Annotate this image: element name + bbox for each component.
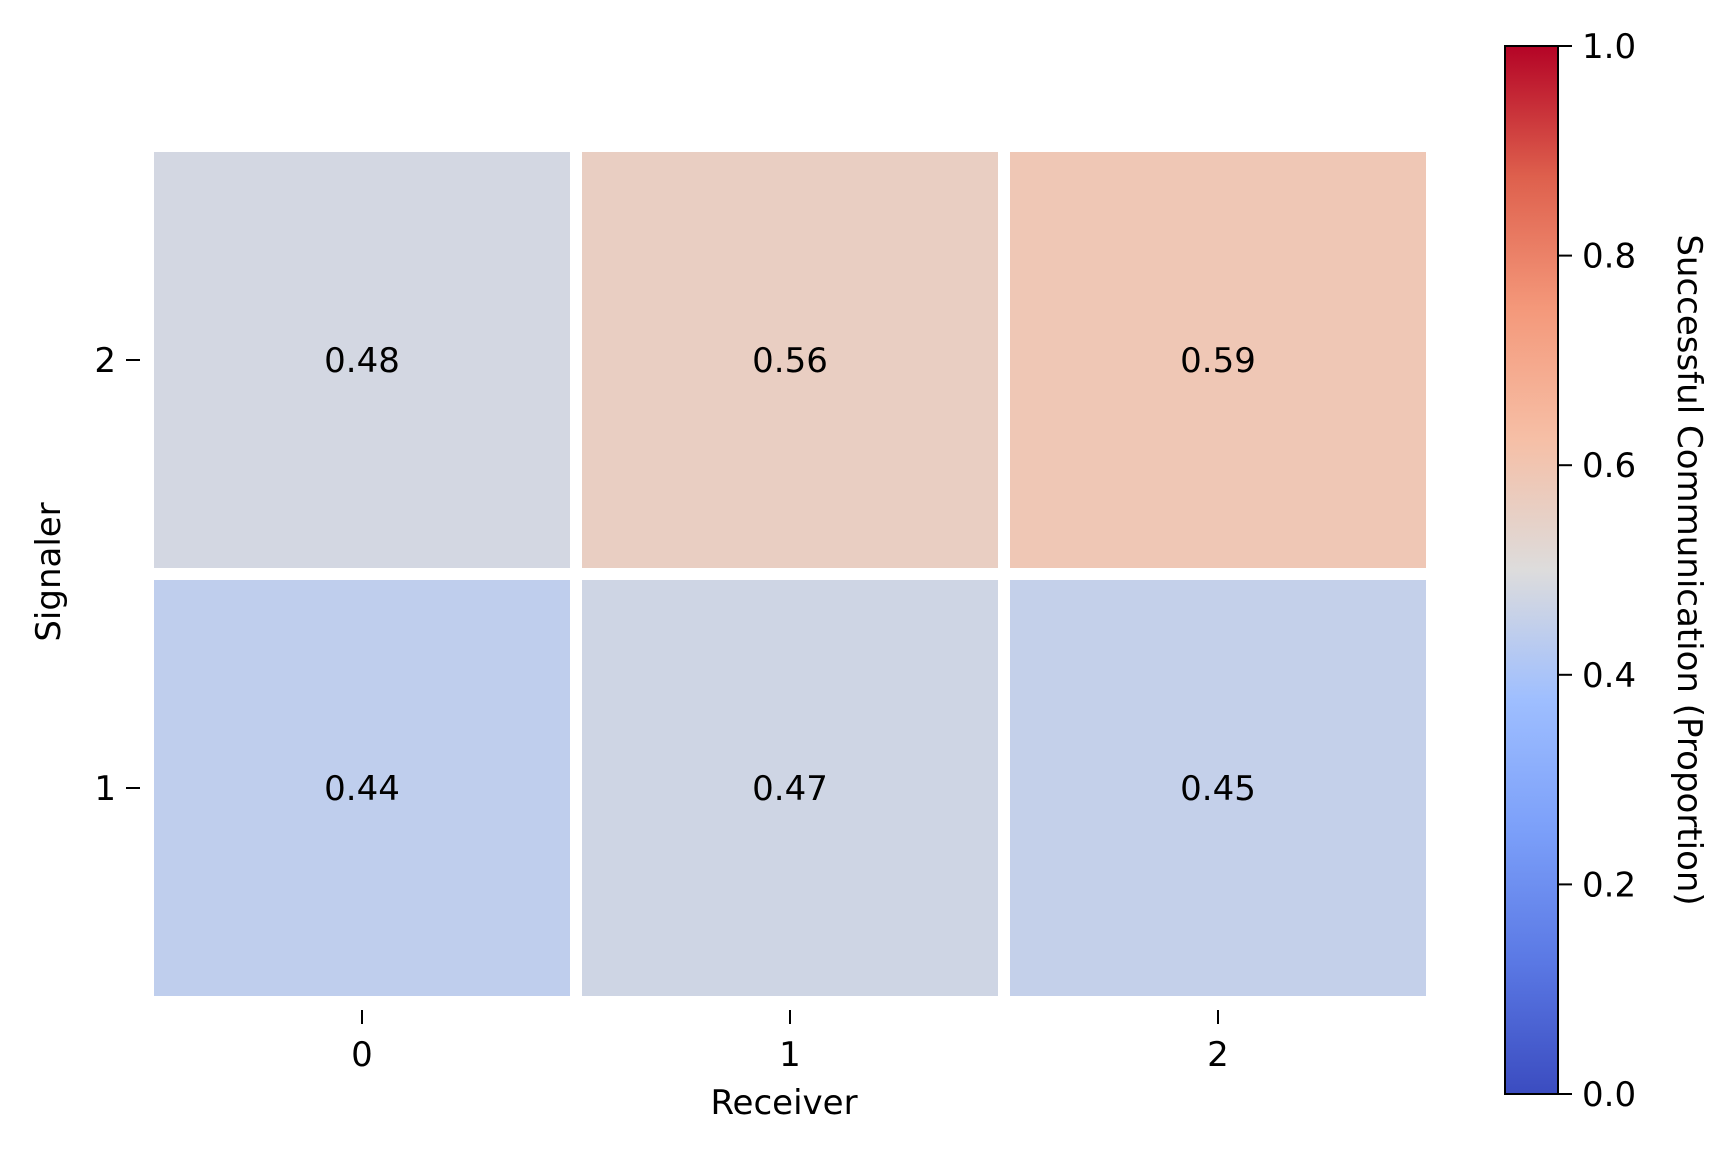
x-axis-label: Receiver <box>710 1083 857 1123</box>
colorbar-tick-label-4: 0.8 <box>1582 237 1636 277</box>
heatmap-cells <box>142 140 1438 1008</box>
y-tick-label-1: 1 <box>94 769 116 809</box>
y-tick-label-0: 2 <box>94 341 116 381</box>
x-tick-label-2: 2 <box>1207 1035 1229 1075</box>
cell-value-label-r1-c0: 0.44 <box>324 769 400 809</box>
cell-value-label-r1-c2: 0.45 <box>1180 769 1256 809</box>
x-axis-ticks: 0 1 2 <box>351 1010 1229 1075</box>
cell-value-label-r0-c1: 0.56 <box>752 341 828 381</box>
y-axis-label: Signaler <box>29 502 69 641</box>
y-axis-ticks: 21 <box>94 341 140 809</box>
colorbar-tick-label-5: 1.0 <box>1582 27 1636 67</box>
colorbar: 0.0 0.2 0.4 0.6 0.8 1.0 Successful Communicat… <box>1504 27 1709 1115</box>
colorbar-gradient <box>1504 45 1559 1095</box>
colorbar-label: Successful Communication (Proportion) <box>1669 234 1709 905</box>
colorbar-tick-label-2: 0.4 <box>1582 656 1636 696</box>
colorbar-ticks: 0.0 0.2 0.4 0.6 0.8 1.0 <box>1558 27 1636 1115</box>
colorbar-tick-label-3: 0.6 <box>1582 446 1636 486</box>
colorbar-tick-label-1: 0.2 <box>1582 865 1636 905</box>
cell-value-label-r0-c0: 0.48 <box>324 341 400 381</box>
heatmap-cell-r0-c1 <box>570 140 1010 580</box>
colorbar-tick-label-0: 0.0 <box>1582 1075 1636 1115</box>
x-tick-label-1: 1 <box>779 1035 801 1075</box>
heatmap-cell-r1-c2 <box>998 568 1438 1008</box>
cell-value-label-r1-c1: 0.47 <box>752 769 828 809</box>
heatmap-cell-r0-c0 <box>142 140 582 580</box>
heatmap-cell-labels: 0.48 0.56 0.59 0.44 0.47 0.45 <box>324 341 1256 809</box>
heatmap-cell-r1-c1 <box>570 568 1010 1008</box>
x-tick-label-0: 0 <box>351 1035 373 1075</box>
cell-value-label-r0-c2: 0.59 <box>1180 341 1256 381</box>
